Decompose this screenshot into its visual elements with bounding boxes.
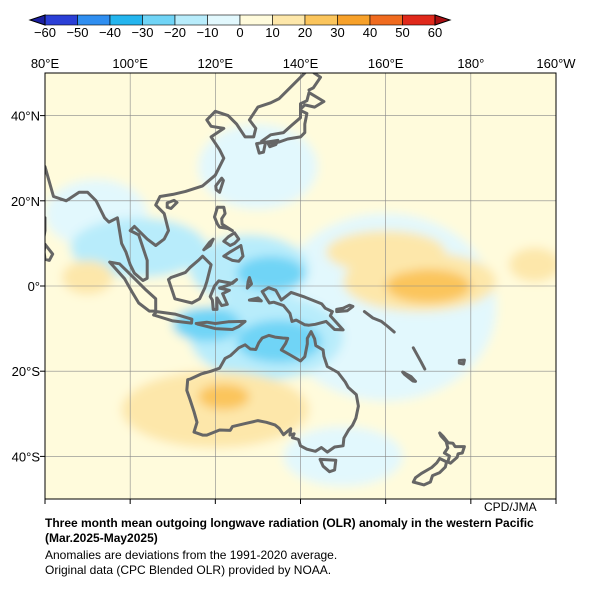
colorbar-bin: [337, 14, 371, 26]
coastline-solomon: [362, 310, 396, 334]
longitude-labels: 80°E 100°E 120°E 140°E 160°E 180° 160°W: [31, 56, 576, 504]
coastline-hokkaido: [299, 91, 326, 111]
colorbar-tick-label: −60: [34, 25, 56, 40]
coastline-halmahera: [245, 276, 253, 290]
longitude-label: 120°E: [198, 56, 234, 71]
longitude-label: 160°W: [536, 56, 576, 71]
colorbar: −60 −50 −40 −30 −20 −10 0 10 20 30 40 50 60: [28, 14, 452, 40]
colorbar-bin: [77, 14, 111, 26]
colorbar-tick-label: −10: [196, 25, 218, 40]
latitude-label: 20°S: [12, 364, 41, 379]
coastline-visayas: [222, 231, 241, 247]
coastline-asia: [45, 73, 307, 282]
caption-period: (Mar.2025-May2025): [45, 531, 158, 545]
longitude-label: 180°: [457, 56, 484, 71]
coastlines: [45, 73, 466, 487]
coastline-india: [45, 216, 47, 240]
colorbar-bin: [207, 14, 241, 26]
anomaly-region: [62, 260, 114, 295]
colorbar-under-arrow: [28, 14, 46, 26]
caption-title: Three month mean outgoing longwave radia…: [45, 516, 534, 530]
anomaly-region: [509, 247, 556, 282]
latitude-label: 40°N: [11, 109, 40, 124]
colorbar-tick-label: −30: [131, 25, 153, 40]
latitude-label: 40°S: [12, 449, 41, 464]
colorbar-tick-label: 40: [363, 25, 377, 40]
coastline-sakhalin: [307, 73, 322, 92]
colorbar-bins: [44, 14, 436, 26]
colorbar-bin: [174, 14, 208, 26]
coastline-java: [152, 310, 194, 325]
coastline-tasmania: [318, 457, 338, 474]
coastline-honshu: [260, 109, 309, 145]
colorbar-bin: [109, 14, 143, 26]
colorbar-over-arrow: [434, 14, 452, 26]
coastline-lesser-sunda: [194, 319, 247, 331]
colorbar-tick-label: 20: [298, 25, 312, 40]
coastline-kyushu: [255, 140, 268, 155]
coastline-shikoku: [265, 138, 280, 149]
colorbar-tick-label: −40: [99, 25, 121, 40]
anomaly-region: [70, 217, 207, 278]
colorbar-bin: [239, 14, 273, 26]
colorbar-bin: [44, 14, 78, 26]
coastline-seram: [247, 296, 263, 303]
coastline-australia: [185, 330, 360, 454]
caption-note-baseline: Anomalies are deviations from the 1991-2…: [45, 548, 338, 562]
anomaly-region: [172, 307, 241, 342]
longitude-label: 140°E: [283, 56, 319, 71]
colorbar-tick-label: 50: [395, 25, 409, 40]
anomaly-region: [198, 124, 318, 210]
coastline-fiji: [457, 358, 466, 366]
longitude-label: 100°E: [112, 56, 148, 71]
coastline-new-caledonia: [401, 370, 417, 383]
colorbar-bin: [142, 14, 176, 26]
coastline-sri-lanka: [45, 242, 55, 262]
coastline-new-britain: [335, 303, 355, 314]
colorbar-tick-label: −50: [66, 25, 88, 40]
colorbar-tick-label: 30: [330, 25, 344, 40]
coastline-new-guinea: [260, 286, 345, 332]
coastline-borneo: [167, 254, 213, 305]
colorbar-bin: [272, 14, 306, 26]
colorbar-bin: [369, 14, 403, 26]
latitude-label: 0°: [28, 279, 40, 294]
coastline-palawan: [202, 237, 215, 252]
caption-note-source: Original data (CPC Blended OLR) provided…: [45, 563, 332, 577]
coastline-taiwan: [214, 176, 225, 194]
latitude-label: 20°N: [11, 194, 40, 209]
colorbar-tick-label: 0: [236, 25, 243, 40]
coastline-sulawesi: [208, 278, 239, 311]
longitude-label: 80°E: [31, 56, 60, 71]
credit-label: CPD/JMA: [484, 500, 537, 514]
coastline-vanuatu: [411, 346, 427, 371]
anomaly-region: [198, 383, 250, 410]
coastline-mindanao: [222, 244, 245, 263]
colorbar-tick-label: −20: [164, 25, 186, 40]
anomaly-region: [236, 256, 305, 291]
colorbar-bin: [304, 14, 338, 26]
coastline-nz-north: [438, 431, 466, 465]
latitude-labels: 40°N 20°N 0° 20°S 40°S: [11, 109, 45, 464]
colorbar-ticks: −60 −50 −40 −30 −20 −10 0 10 20 30 40 50 60: [34, 25, 442, 40]
coastline-luzon: [213, 205, 234, 233]
colorbar-bin: [402, 14, 436, 26]
colorbar-tick-label: 60: [428, 25, 442, 40]
coastline-hainan: [165, 198, 179, 210]
coastline-nz-south: [411, 457, 449, 487]
longitude-label: 160°E: [368, 56, 404, 71]
map-panel: 80°E 100°E 120°E 140°E 160°E 180° 160°W 40°N 20…: [11, 56, 576, 504]
colorbar-tick-label: 10: [265, 25, 279, 40]
